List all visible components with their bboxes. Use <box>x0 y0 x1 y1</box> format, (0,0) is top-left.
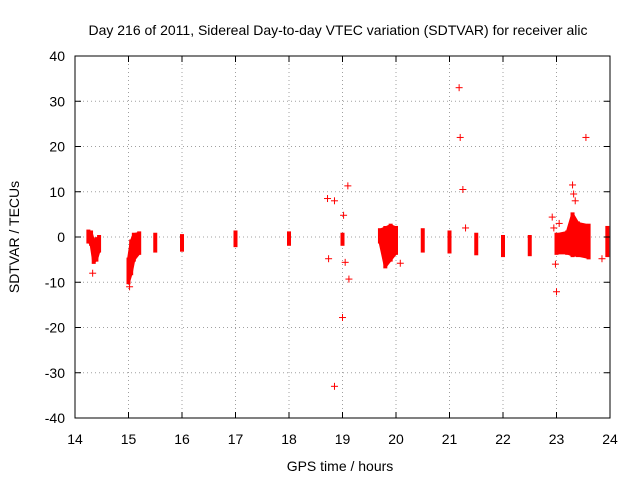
data-point <box>553 288 560 296</box>
y-tick-label: 30 <box>49 93 65 109</box>
y-axis-label: SDTVAR / TECUs <box>6 181 22 293</box>
y-tick-label: 0 <box>57 229 65 245</box>
x-tick-label: 20 <box>388 431 404 447</box>
y-tick-label: 40 <box>49 48 65 64</box>
y-tick-label: 10 <box>49 184 65 200</box>
data-point <box>555 219 563 227</box>
data-point <box>456 133 464 141</box>
x-tick-label: 14 <box>67 431 83 447</box>
x-tick-label: 19 <box>335 431 351 447</box>
x-tick-label: 22 <box>495 431 511 447</box>
x-tick-label: 16 <box>174 431 190 447</box>
data-point <box>89 269 97 277</box>
x-tick-labels: 14 15 16 17 18 19 20 21 22 23 24 <box>67 431 618 447</box>
data-point <box>345 275 353 283</box>
y-tick-label: -10 <box>45 274 65 290</box>
data-point <box>551 260 559 268</box>
data-point <box>396 259 404 267</box>
x-axis-label: GPS time / hours <box>287 458 394 474</box>
axis-ticks <box>74 55 611 419</box>
y-tick-label: 20 <box>49 139 65 155</box>
data-point <box>548 213 556 221</box>
x-tick-label: 24 <box>602 431 618 447</box>
y-tick-label: -20 <box>45 320 65 336</box>
data-point <box>324 195 332 203</box>
x-tick-label: 17 <box>228 431 244 447</box>
data-point <box>571 197 579 205</box>
data-point <box>569 181 577 189</box>
x-tick-label: 21 <box>442 431 458 447</box>
data-point <box>462 224 470 232</box>
data-point <box>341 258 349 266</box>
data-point <box>340 211 348 219</box>
data-point <box>459 185 467 193</box>
data-point <box>330 197 338 205</box>
y-tick-labels: 40 30 20 10 0 -10 -20 -30 -40 <box>45 48 65 426</box>
data-point <box>344 182 352 190</box>
data-point <box>455 84 463 92</box>
x-tick-label: 18 <box>281 431 297 447</box>
data-point <box>325 255 333 263</box>
y-tick-label: -40 <box>45 410 65 426</box>
chart-title: Day 216 of 2011, Sidereal Day-to-day VTE… <box>88 22 587 38</box>
y-tick-label: -30 <box>45 365 65 381</box>
data-point <box>339 314 346 322</box>
data-point <box>550 224 558 232</box>
outlier-points <box>89 84 606 390</box>
data-point <box>582 133 590 141</box>
data-point <box>126 283 134 291</box>
dense-data-band <box>86 212 610 285</box>
data-point <box>330 382 338 390</box>
data-point <box>570 190 578 198</box>
data-point <box>598 255 606 263</box>
x-tick-label: 15 <box>121 431 137 447</box>
x-tick-label: 23 <box>549 431 565 447</box>
